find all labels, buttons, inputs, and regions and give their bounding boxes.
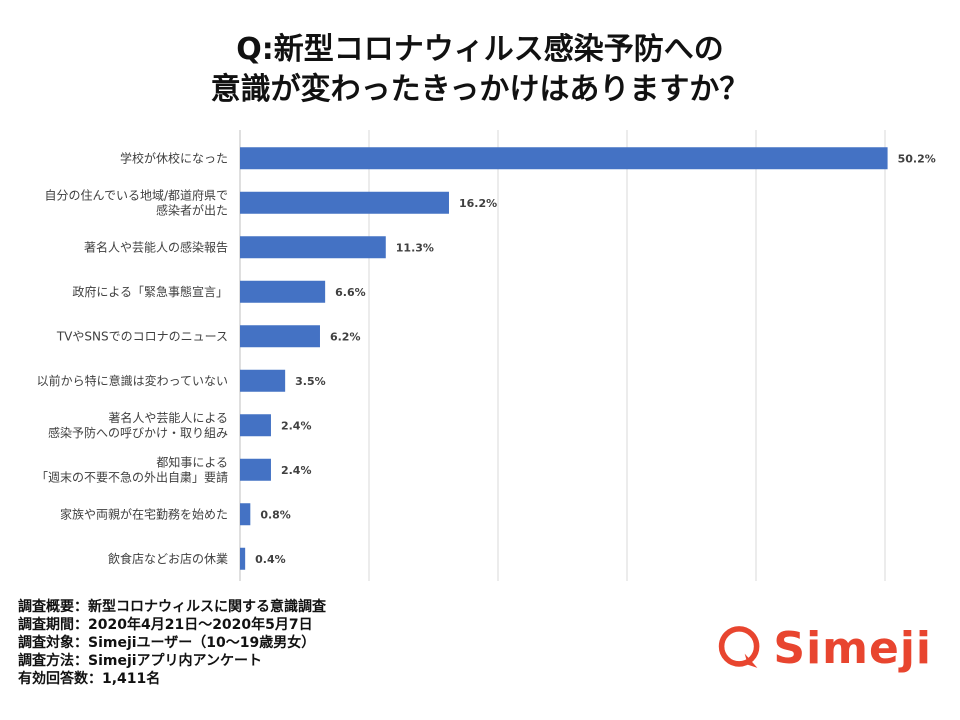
logo-text: Simeji (773, 622, 932, 674)
survey-overview: 調査概要：新型コロナウィルスに関する意識調査 (18, 599, 326, 615)
chart-value-labels: 50.2% 16.2% 11.3% 6.6% 6.2% 3.5% 2.4% 2.4% 0.8% 0… (255, 152, 936, 566)
category-label: 政府による「緊急事態宣言」 (72, 284, 228, 299)
value-label: 16.2% (459, 197, 497, 210)
category-label: 著名人や芸能人による (108, 410, 228, 425)
bar-chart: 学校が休校になった自分の住んでいる地域/都道府県で感染者が出た著名人や芸能人の感… (36, 130, 936, 581)
category-label: 自分の住んでいる地域/都道府県で (45, 187, 228, 202)
bar (240, 147, 888, 170)
bar (240, 236, 386, 259)
category-label: 都知事による (156, 455, 228, 469)
value-label: 6.6% (335, 286, 366, 299)
category-label: 以前から特に意識は変わっていない (37, 373, 228, 388)
category-label: 感染者が出た (156, 202, 228, 217)
bar (240, 369, 286, 392)
title-line-2: 意識が変わったきっかけはありますか？ (210, 72, 750, 107)
value-label: 50.2% (898, 152, 936, 165)
value-label: 0.4% (255, 553, 286, 566)
category-label: 感染予防への呼びかけ・取り組み (48, 425, 228, 440)
survey-method: 調査方法：Simejiアプリ内アンケート (18, 653, 263, 669)
bar (240, 325, 320, 348)
bar (240, 414, 271, 437)
value-label: 2.4% (281, 419, 312, 432)
chart-bars (240, 147, 888, 570)
survey-responses: 有効回答数：1,411名 (18, 671, 161, 687)
value-label: 6.2% (330, 330, 361, 343)
survey-target: 調査対象：Simejiユーザー（10～19歳男女） (18, 635, 316, 651)
category-label: 学校が休校になった (120, 150, 228, 165)
category-label: TVやSNSでのコロナのニュース (56, 329, 228, 343)
speech-bubble-q-icon (718, 626, 760, 668)
value-label: 11.3% (396, 241, 434, 254)
category-label: 著名人や芸能人の感染報告 (84, 239, 228, 254)
bar (240, 191, 449, 214)
survey-period: 調査期間：2020年4月21日～2020年5月7日 (18, 617, 313, 633)
category-label: 飲食店などお店の休業 (108, 551, 228, 566)
bar (240, 458, 271, 481)
chart-title: Q:新型コロナウィルス感染予防への 意識が変わったきっかけはありますか？ (0, 30, 960, 110)
bar (240, 547, 246, 570)
value-label: 3.5% (295, 375, 326, 388)
category-label: 「週末の不要不急の外出自粛」要請 (36, 469, 228, 484)
survey-notes: 調査概要：新型コロナウィルスに関する意識調査 調査期間：2020年4月21日～2… (18, 598, 326, 688)
value-label: 2.4% (281, 464, 312, 477)
bar (240, 280, 326, 303)
chart-category-labels: 学校が休校になった自分の住んでいる地域/都道府県で感染者が出た著名人や芸能人の感… (36, 150, 228, 566)
simeji-logo: Simeji (716, 612, 932, 684)
category-label: 家族や両親が在宅勤務を始めた (60, 506, 228, 521)
value-label: 0.8% (260, 508, 291, 521)
title-line-1: Q:新型コロナウィルス感染予防への (236, 32, 724, 67)
bar (240, 503, 251, 526)
